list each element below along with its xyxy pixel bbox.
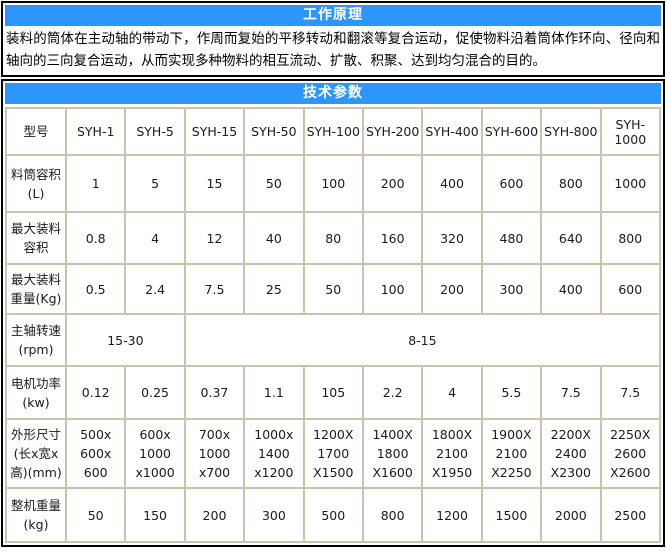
value-cell: 50 — [243, 154, 305, 213]
value-cell: 150 — [124, 487, 186, 543]
value-cell: 700x 1000 x700 — [183, 418, 246, 489]
merged-value-cell: 15-30 — [65, 313, 186, 367]
value-cell: 1000x 1400 x1200 — [243, 418, 305, 489]
value-cell: 1500 — [480, 487, 543, 543]
value-cell: 15 — [183, 154, 246, 213]
value-cell: 1200X 1700 X1500 — [302, 418, 364, 489]
value-cell: 1.1 — [243, 365, 305, 420]
value-cell: 12 — [183, 211, 246, 265]
model-cell: SYH-50 — [243, 107, 305, 156]
value-cell: 7.5 — [540, 365, 602, 420]
value-cell: 2200X 2400 X2300 — [540, 418, 602, 489]
value-cell: 200 — [421, 263, 483, 315]
table-row-max-load-weight: 最大装料 重量(Kg) 0.5 2.4 7.5 25 50 100 200 30… — [5, 263, 662, 315]
model-cell: SYH-100 — [302, 107, 364, 156]
value-cell: 2500 — [599, 487, 662, 543]
model-cell: SYH-15 — [183, 107, 246, 156]
value-cell: 5 — [124, 154, 186, 213]
value-cell: 25 — [243, 263, 305, 315]
value-cell: 200 — [361, 154, 424, 213]
value-cell: 4 — [124, 211, 186, 265]
value-cell: 0.8 — [64, 211, 127, 265]
value-cell: 160 — [361, 211, 424, 265]
model-cell: SYH-600 — [480, 107, 543, 156]
value-cell: 4 — [421, 365, 483, 420]
value-cell: 640 — [540, 211, 602, 265]
table-row-max-load-volume: 最大装料 容积 0.8 4 12 40 80 160 320 480 640 8… — [5, 211, 662, 265]
value-cell: 7.5 — [599, 365, 662, 420]
value-cell: 500x 600x 600 — [64, 418, 127, 489]
working-principle-section: 工作原理 装料的筒体在主动轴的带动下，作周而复始的平移转动和翻滚等复合运动，促使… — [1, 1, 665, 77]
row-header-barrel-volume: 料筒容积 (L) — [5, 154, 67, 213]
model-cell: SYH-200 — [361, 107, 424, 156]
table-row-spindle-speed: 主轴转速 (rpm) 15-30 8-15 — [5, 313, 662, 367]
value-cell: 0.37 — [183, 365, 246, 420]
value-cell: 400 — [540, 263, 602, 315]
value-cell: 1400X 1800 X1600 — [361, 418, 424, 489]
value-cell: 400 — [421, 154, 483, 213]
tech-params-section: 技术参数 型号 SYH-1 SYH-5 SYH-15 SYH-50 SYH-10… — [1, 79, 665, 547]
value-cell: 7.5 — [183, 263, 246, 315]
row-header-machine-weight: 整机重量 (kg) — [5, 487, 67, 543]
value-cell: 1900X 2100 X2250 — [480, 418, 543, 489]
value-cell: 300 — [480, 263, 543, 315]
working-principle-text: 装料的筒体在主动轴的带动下，作周而复始的平移转动和翻滚等复合运动，促使物料沿着筒… — [6, 31, 660, 69]
value-cell: 800 — [361, 487, 424, 543]
value-cell: 2.4 — [124, 263, 186, 315]
value-cell: 100 — [302, 154, 364, 213]
value-cell: 0.5 — [64, 263, 127, 315]
table-row-barrel-volume: 料筒容积 (L) 1 5 15 50 100 200 400 600 800 1… — [5, 154, 662, 213]
row-header-max-load-volume: 最大装料 容积 — [5, 211, 67, 265]
table-row-motor-power: 电机功率 (kw) 0.12 0.25 0.37 1.1 105 2.2 4 5… — [5, 365, 662, 420]
value-cell: 2250X 2600 X2600 — [599, 418, 662, 489]
value-cell: 40 — [243, 211, 305, 265]
value-cell: 50 — [302, 263, 364, 315]
value-cell: 50 — [64, 487, 127, 543]
row-header-model: 型号 — [5, 107, 67, 156]
model-cell: SYH-1000 — [599, 107, 662, 156]
spec-table: 型号 SYH-1 SYH-5 SYH-15 SYH-50 SYH-100 SYH… — [5, 107, 662, 543]
value-cell: 1 — [64, 154, 127, 213]
value-cell: 5.5 — [480, 365, 543, 420]
row-header-spindle-speed: 主轴转速 (rpm) — [5, 313, 67, 367]
value-cell: 1000 — [599, 154, 662, 213]
value-cell: 320 — [421, 211, 483, 265]
value-cell: 300 — [243, 487, 305, 543]
value-cell: 1200 — [421, 487, 483, 543]
table-row-machine-weight: 整机重量 (kg) 50 150 200 300 500 800 1200 15… — [5, 487, 662, 543]
table-row-dimensions: 外形尺寸 (长x宽x 高)(mm) 500x 600x 600 600x 100… — [5, 418, 662, 489]
value-cell: 500 — [302, 487, 364, 543]
value-cell: 800 — [540, 154, 602, 213]
value-cell: 600 — [480, 154, 543, 213]
model-cell: SYH-5 — [124, 107, 186, 156]
value-cell: 0.25 — [124, 365, 186, 420]
value-cell: 2.2 — [361, 365, 424, 420]
value-cell: 200 — [183, 487, 246, 543]
value-cell: 2000 — [540, 487, 602, 543]
value-cell: 100 — [361, 263, 424, 315]
model-cell: SYH-400 — [421, 107, 483, 156]
model-cell: SYH-800 — [540, 107, 602, 156]
value-cell: 800 — [599, 211, 662, 265]
table-row-model: 型号 SYH-1 SYH-5 SYH-15 SYH-50 SYH-100 SYH… — [5, 107, 662, 156]
value-cell: 1800X 2100 X1950 — [421, 418, 483, 489]
value-cell: 600 — [599, 263, 662, 315]
working-principle-title: 工作原理 — [5, 5, 661, 26]
merged-value-cell: 8-15 — [183, 313, 662, 367]
value-cell: 0.12 — [64, 365, 127, 420]
value-cell: 80 — [302, 211, 364, 265]
value-cell: 480 — [480, 211, 543, 265]
row-header-dimensions: 外形尺寸 (长x宽x 高)(mm) — [5, 418, 67, 489]
row-header-motor-power: 电机功率 (kw) — [5, 365, 67, 420]
value-cell: 105 — [302, 365, 364, 420]
row-header-max-load-weight: 最大装料 重量(Kg) — [5, 263, 67, 315]
value-cell: 600x 1000 x1000 — [124, 418, 186, 489]
model-cell: SYH-1 — [64, 107, 127, 156]
tech-params-title: 技术参数 — [5, 83, 661, 104]
